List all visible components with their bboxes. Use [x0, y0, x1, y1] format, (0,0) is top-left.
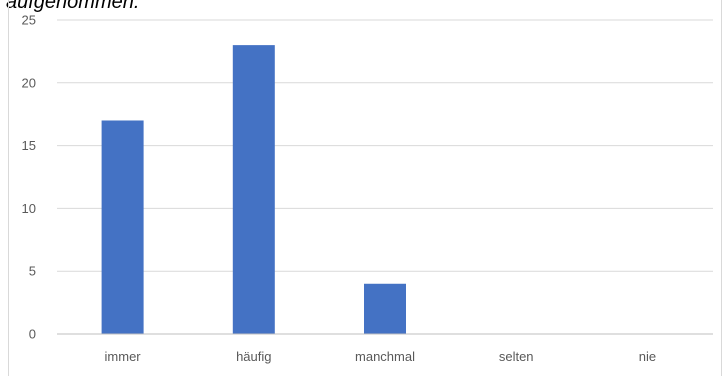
y-tick-label-20: 20: [22, 75, 36, 90]
bar-häufig: [232, 45, 275, 335]
y-tick-label-5: 5: [29, 264, 36, 279]
x-category-label-selten: selten: [499, 349, 534, 364]
y-tick-label-0: 0: [29, 327, 36, 342]
x-axis-categories: immer häufig manchmal selten nie: [105, 349, 657, 364]
y-tick-label-10: 10: [22, 201, 36, 216]
x-category-label-immer: immer: [105, 349, 142, 364]
bars: [101, 45, 406, 335]
bar-immer: [101, 120, 144, 334]
x-category-label-häufig: häufig: [236, 349, 271, 364]
chart-frame: [8, 0, 722, 376]
x-category-label-manchmal: manchmal: [355, 349, 415, 364]
x-category-label-nie: nie: [639, 349, 656, 364]
caption-fragment: aufgenommen.: [6, 0, 140, 13]
bar-manchmal: [364, 283, 406, 334]
y-tick-label-25: 25: [22, 13, 36, 28]
y-axis-ticks: 0 5 10 15 20 25: [22, 13, 36, 342]
gridlines: [57, 19, 713, 272]
y-tick-label-15: 15: [22, 138, 36, 153]
